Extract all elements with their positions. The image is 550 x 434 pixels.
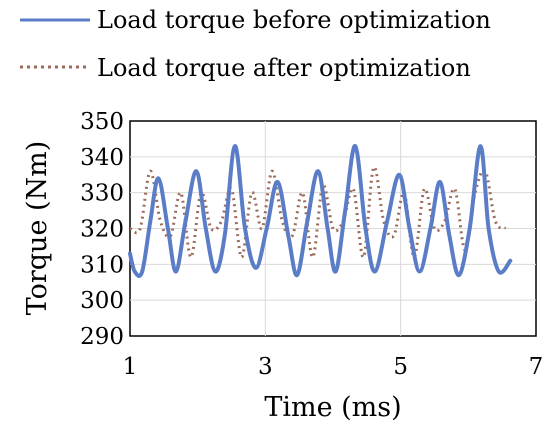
y-tick-label: 290 bbox=[80, 324, 124, 350]
x-tick-labels: 1 3 5 7 bbox=[123, 354, 544, 380]
legend-label-after: Load torque after optimization bbox=[97, 54, 471, 82]
x-tick-label: 7 bbox=[529, 354, 544, 380]
y-tick-label: 330 bbox=[80, 181, 124, 207]
x-tick-label: 5 bbox=[393, 354, 408, 380]
series-line-before bbox=[128, 144, 513, 278]
legend-label-before: Load torque before optimization bbox=[97, 6, 491, 34]
y-tick-label: 350 bbox=[80, 109, 124, 135]
y-tick-label: 320 bbox=[80, 217, 124, 243]
y-tick-labels: 350 340 330 320 310 300 290 bbox=[80, 109, 124, 350]
series-line-after bbox=[129, 165, 507, 259]
x-tick-label: 1 bbox=[123, 354, 138, 380]
legend: Load torque before optimization Load tor… bbox=[20, 6, 491, 82]
x-axis-title: Time (ms) bbox=[264, 392, 401, 423]
series-lines bbox=[128, 144, 513, 278]
y-axis-title: Torque (Nm) bbox=[22, 141, 53, 316]
y-tick-label: 310 bbox=[80, 252, 124, 278]
x-tick-label: 3 bbox=[258, 354, 273, 380]
y-tick-label: 340 bbox=[80, 145, 124, 171]
y-tick-label: 300 bbox=[80, 288, 124, 314]
